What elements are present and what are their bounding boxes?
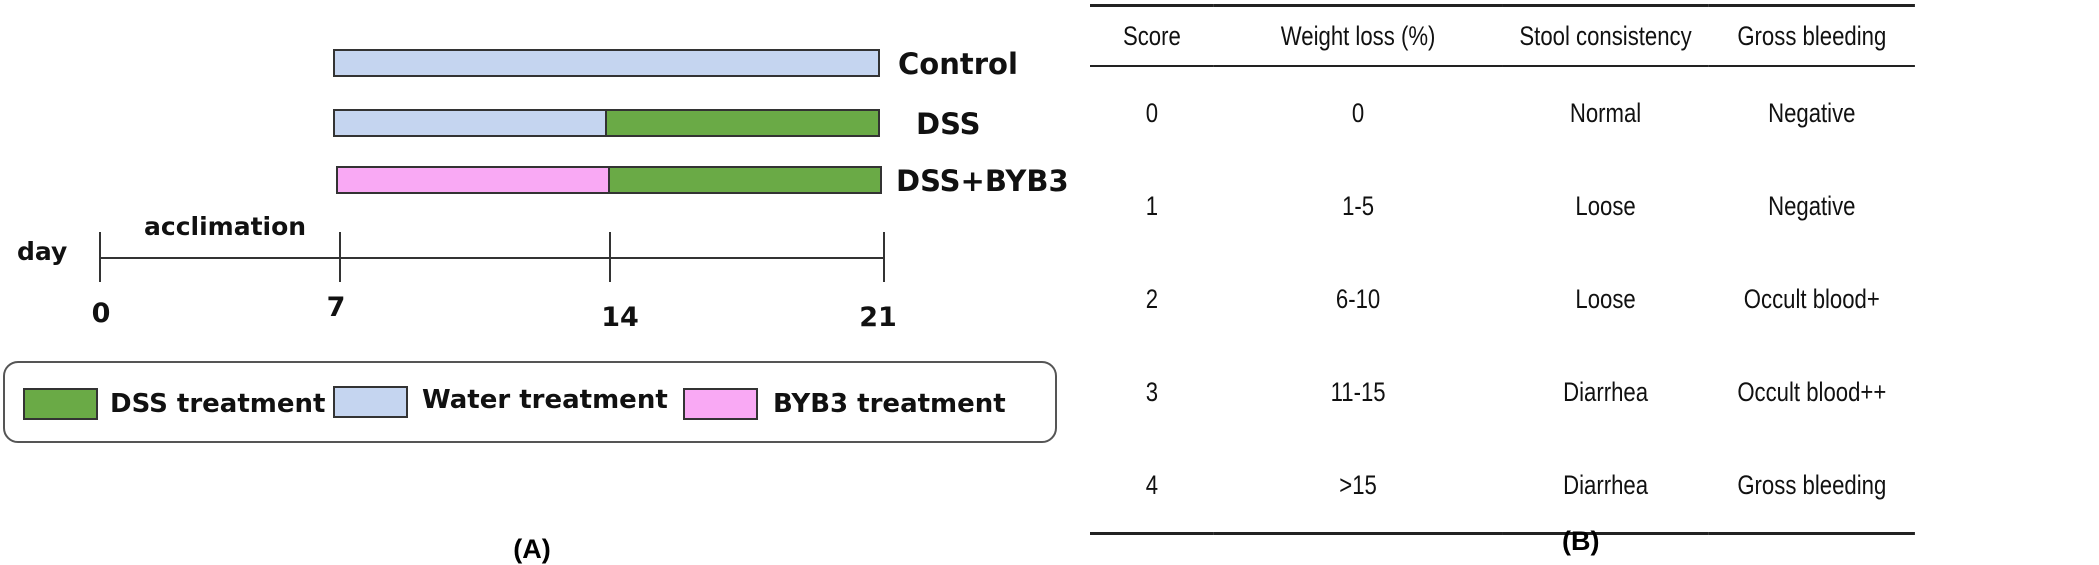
cell-weight-loss: 6-10 [1335,284,1381,314]
header-gross-bleeding: Gross bleeding [1708,4,1915,67]
table-row: 3 11-15 Diarrhea Occult blood++ [1090,346,1915,439]
table-header-row: Score Weight loss (%) Stool consistency … [1090,4,1915,67]
caption-b: (B) [1562,526,1600,556]
header-weight-loss: Weight loss (%) [1213,4,1503,67]
legend-label-water: Water treatment [422,385,668,415]
cell-weight-loss: 1-5 [1342,191,1375,221]
scoring-table-panel: Score Weight loss (%) Stool consistency … [1090,4,2096,535]
legend-swatch-byb3 [683,388,758,420]
axis-tick-label-21: 21 [859,302,897,333]
axis-tick-label-14: 14 [601,302,639,333]
cell-gross-bleeding: Occult blood++ [1737,377,1887,407]
cell-score: 0 [1145,98,1159,128]
cell-score: 3 [1145,377,1159,407]
cell-stool-consistency: Normal [1569,98,1642,128]
cell-gross-bleeding: Negative [1768,191,1856,221]
scoring-table: Score Weight loss (%) Stool consistency … [1090,4,1915,535]
dssbyb3-dss-bar [608,166,882,194]
cell-score: 4 [1090,439,1214,535]
group-label-dss: DSS [916,107,981,141]
group-label-dss-byb3: DSS+BYB3 [896,164,1069,198]
dss-dss-bar [605,109,880,137]
phase-label-acclimation: acclimation [144,212,306,241]
caption-a: (A) [513,534,550,564]
table-row: 2 6-10 Loose Occult blood+ [1090,253,1915,346]
legend-label-dss: DSS treatment [110,389,325,419]
cell-weight-loss: 0 [1351,98,1365,128]
cell-stool-consistency: Loose [1575,284,1636,314]
table-row: 4 >15 Diarrhea Gross bleeding [1090,439,1915,535]
cell-stool-consistency: Diarrhea [1502,439,1709,535]
cell-gross-bleeding: Occult blood+ [1743,284,1880,314]
header-stool-consistency: Stool consistency [1502,4,1709,67]
cell-score: 1 [1145,191,1159,221]
cell-gross-bleeding: Negative [1768,98,1856,128]
table-row: 0 0 Normal Negative [1090,66,1915,160]
dss-water-bar [333,109,607,137]
cell-weight-loss: >15 [1213,439,1503,535]
cell-stool-consistency: Loose [1575,191,1636,221]
axis-tick-label-7: 7 [327,292,346,323]
axis-label-day: day [17,237,67,266]
header-score: Score [1090,4,1214,67]
legend-box [3,361,1057,443]
cell-stool-consistency: Diarrhea [1563,377,1649,407]
axis-tick-label-0: 0 [92,298,111,329]
timeline-diagram: Control DSS DSS+BYB3 day acclimation 0 7… [3,47,1069,564]
cell-score: 2 [1145,284,1159,314]
group-label-control: Control [898,47,1018,81]
legend-swatch-water [333,386,408,418]
legend-label-byb3: BYB3 treatment [773,389,1006,419]
cell-gross-bleeding: Gross bleeding [1708,439,1915,535]
legend-swatch-dss [23,388,98,420]
dssbyb3-byb3-bar [336,166,610,194]
table-row: 1 1-5 Loose Negative [1090,160,1915,253]
control-water-bar [333,49,880,77]
cell-weight-loss: 11-15 [1330,377,1386,407]
